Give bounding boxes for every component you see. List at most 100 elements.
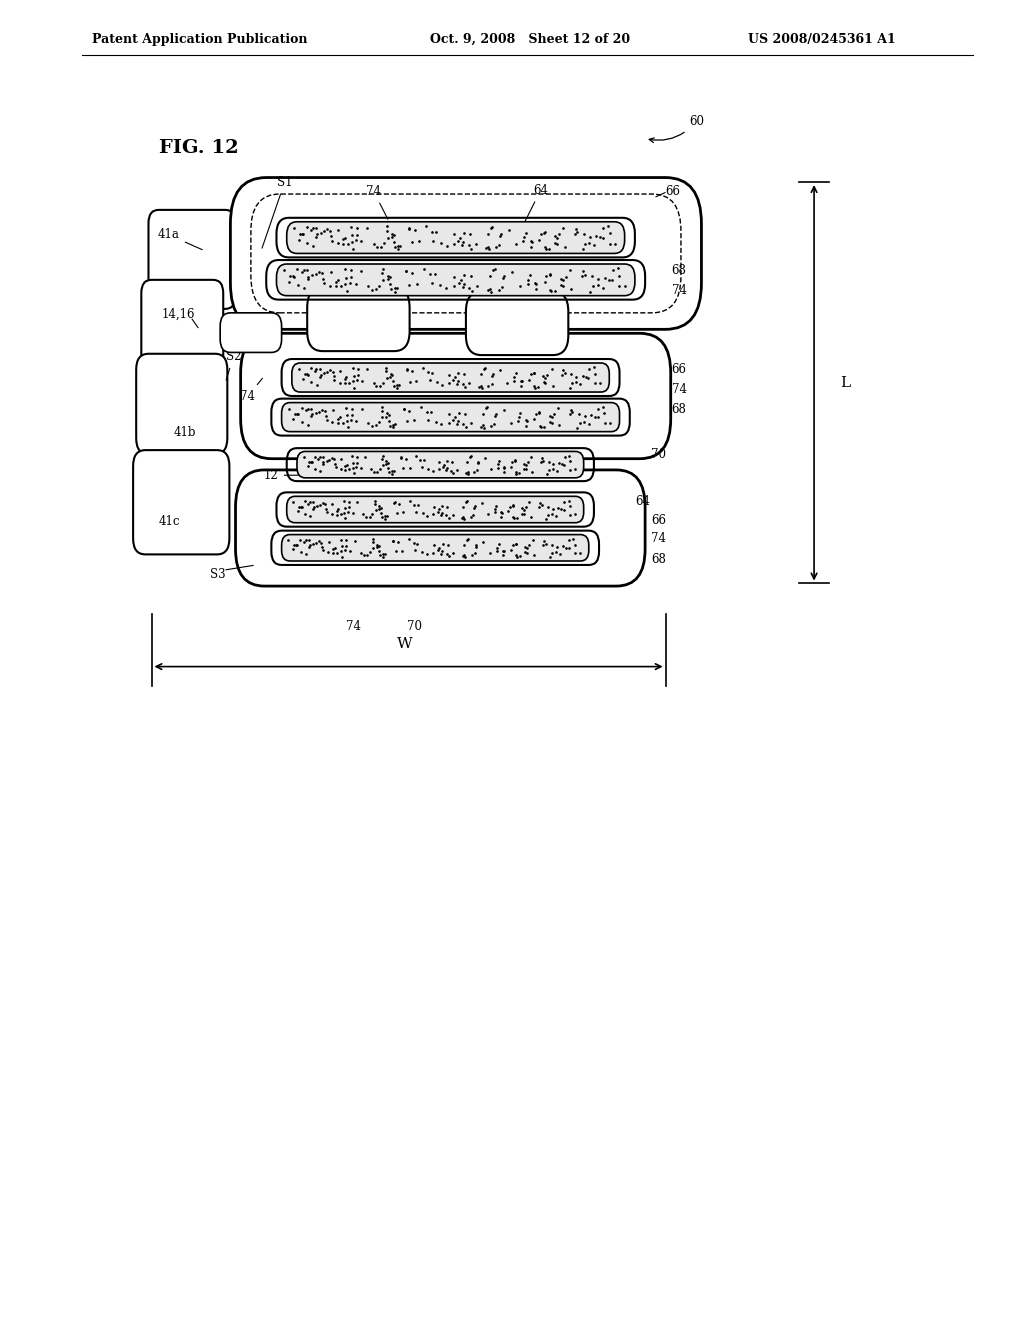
Point <box>518 543 535 564</box>
Point <box>480 236 497 257</box>
Point <box>299 399 315 420</box>
Point <box>361 506 378 527</box>
Point <box>569 417 586 438</box>
Point <box>434 540 451 561</box>
Point <box>339 411 355 432</box>
Point <box>346 531 362 552</box>
Point <box>344 446 360 467</box>
Point <box>376 232 392 253</box>
Point <box>294 261 310 282</box>
Point <box>395 399 412 420</box>
Point <box>378 360 394 381</box>
Point <box>380 458 396 479</box>
Text: 74: 74 <box>651 532 667 545</box>
Point <box>557 537 573 558</box>
Point <box>496 400 512 421</box>
Point <box>458 462 474 483</box>
Point <box>303 451 319 473</box>
Point <box>345 453 361 474</box>
Point <box>389 503 406 524</box>
Point <box>315 451 332 473</box>
Point <box>466 498 482 519</box>
Point <box>314 454 331 475</box>
Point <box>450 363 466 384</box>
Point <box>438 457 455 478</box>
Point <box>486 502 503 523</box>
Point <box>544 281 560 302</box>
Point <box>317 498 334 519</box>
Point <box>298 400 314 421</box>
Point <box>433 504 450 525</box>
Point <box>324 494 340 515</box>
Point <box>473 378 489 399</box>
Point <box>597 268 613 289</box>
Point <box>309 495 326 516</box>
Point <box>482 218 499 239</box>
Point <box>440 404 457 425</box>
Point <box>420 409 436 430</box>
Point <box>337 273 353 294</box>
Point <box>539 265 555 286</box>
Point <box>337 508 353 529</box>
Point <box>321 532 337 553</box>
Point <box>314 540 331 561</box>
Point <box>419 401 435 422</box>
Point <box>382 273 398 294</box>
Point <box>455 277 471 298</box>
Point <box>517 454 534 475</box>
Point <box>517 536 534 557</box>
Point <box>531 230 548 251</box>
Point <box>480 504 497 525</box>
Point <box>333 540 349 561</box>
Point <box>325 400 341 421</box>
Point <box>456 508 472 529</box>
Point <box>371 412 387 433</box>
Point <box>338 535 354 556</box>
Point <box>507 450 523 471</box>
FancyBboxPatch shape <box>141 280 223 370</box>
Point <box>456 264 472 285</box>
Point <box>512 403 528 424</box>
Point <box>487 405 504 426</box>
Point <box>345 457 361 478</box>
Point <box>375 544 391 565</box>
Point <box>426 535 442 556</box>
Point <box>420 458 436 479</box>
Text: 64: 64 <box>635 495 650 508</box>
Point <box>517 409 534 430</box>
Point <box>352 543 369 564</box>
Point <box>547 232 563 253</box>
Point <box>386 231 402 252</box>
Point <box>526 376 543 397</box>
Text: 66: 66 <box>672 363 687 376</box>
Point <box>330 408 346 429</box>
Point <box>301 537 317 558</box>
Point <box>316 363 333 384</box>
Point <box>566 535 583 556</box>
Point <box>389 375 406 396</box>
Point <box>340 234 356 255</box>
Point <box>524 461 541 482</box>
Point <box>555 536 571 557</box>
Point <box>384 461 400 482</box>
Point <box>329 500 345 521</box>
Point <box>488 495 505 516</box>
Point <box>390 239 407 260</box>
Point <box>307 263 324 284</box>
Point <box>302 491 318 512</box>
Point <box>318 362 335 383</box>
Point <box>517 414 534 436</box>
Point <box>493 507 509 528</box>
Point <box>453 227 469 248</box>
Point <box>311 494 328 515</box>
Point <box>420 362 436 383</box>
Text: S2: S2 <box>225 350 242 380</box>
Point <box>566 223 583 244</box>
Point <box>308 218 325 239</box>
Point <box>318 450 335 471</box>
Point <box>375 546 391 568</box>
Point <box>387 236 403 257</box>
Point <box>385 371 401 392</box>
Point <box>459 491 475 512</box>
Point <box>517 541 534 562</box>
